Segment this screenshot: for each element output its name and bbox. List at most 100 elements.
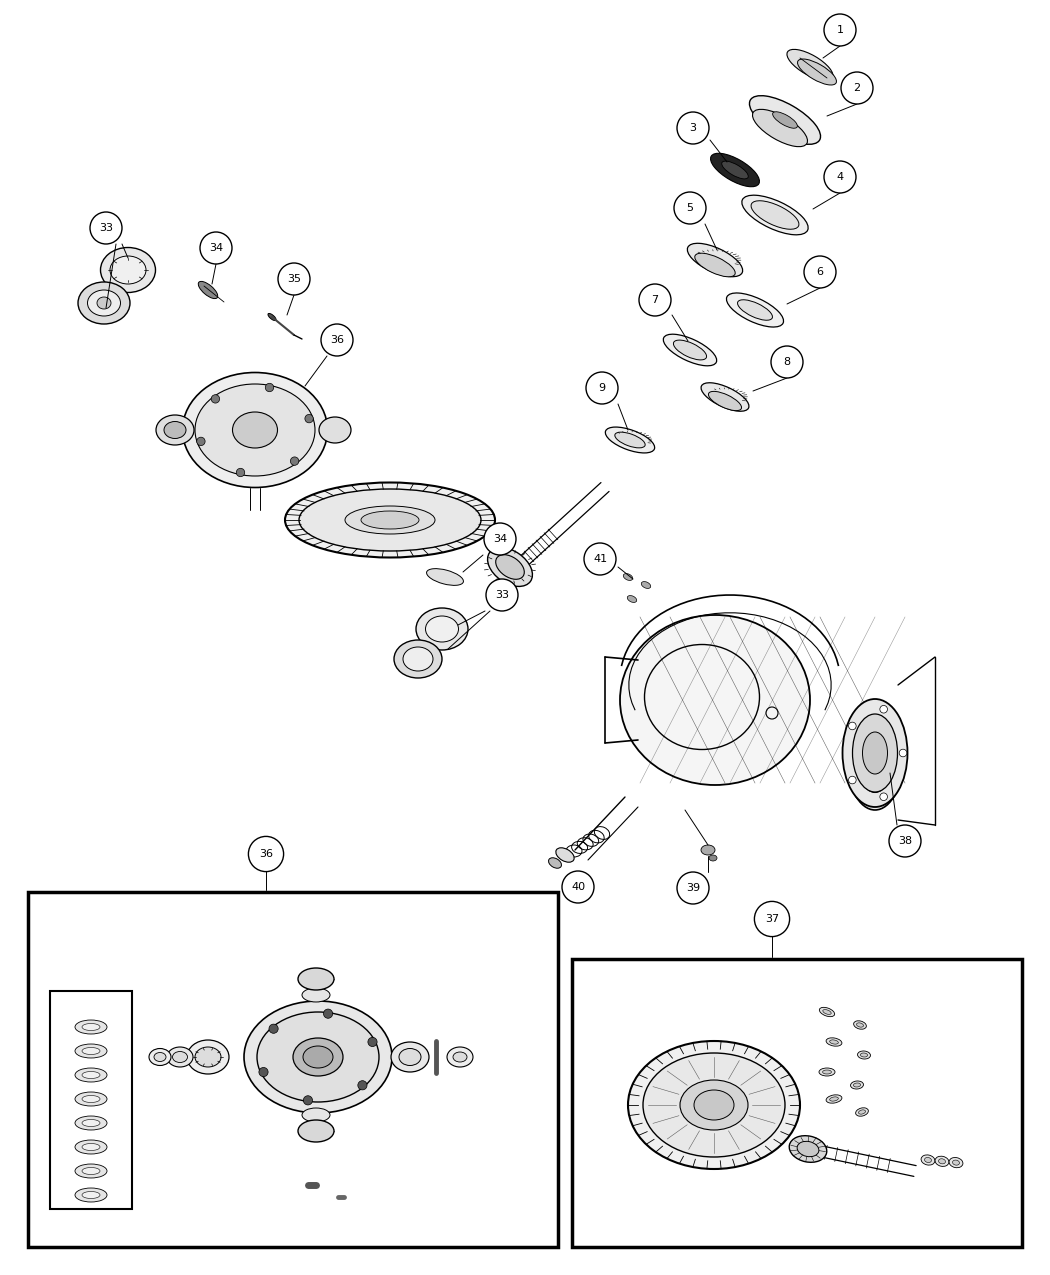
Text: 33: 33 — [99, 223, 113, 233]
Text: 5: 5 — [687, 203, 693, 213]
Circle shape — [848, 722, 856, 729]
Ellipse shape — [822, 1070, 832, 1074]
Ellipse shape — [425, 616, 459, 643]
Circle shape — [358, 1081, 367, 1090]
Ellipse shape — [701, 382, 749, 412]
Text: 37: 37 — [765, 914, 779, 924]
Ellipse shape — [846, 700, 904, 810]
Bar — [50, 991, 132, 1209]
Ellipse shape — [842, 699, 907, 807]
Ellipse shape — [183, 372, 328, 487]
Ellipse shape — [399, 1048, 421, 1066]
Ellipse shape — [195, 384, 315, 476]
Circle shape — [562, 871, 594, 903]
Circle shape — [754, 901, 790, 937]
Circle shape — [824, 161, 856, 193]
Ellipse shape — [453, 1052, 467, 1062]
Text: 34: 34 — [209, 244, 223, 252]
Ellipse shape — [487, 547, 532, 586]
Ellipse shape — [303, 1046, 333, 1068]
Ellipse shape — [78, 282, 130, 324]
Ellipse shape — [688, 244, 742, 277]
Circle shape — [211, 395, 219, 403]
Ellipse shape — [701, 845, 715, 856]
Ellipse shape — [858, 1051, 870, 1060]
Ellipse shape — [82, 1024, 100, 1030]
Text: 41: 41 — [593, 555, 607, 564]
Ellipse shape — [298, 968, 334, 989]
Ellipse shape — [819, 1007, 835, 1016]
Ellipse shape — [426, 569, 463, 585]
Ellipse shape — [548, 858, 562, 868]
Circle shape — [677, 872, 709, 904]
Ellipse shape — [82, 1071, 100, 1079]
Ellipse shape — [97, 297, 111, 309]
Ellipse shape — [555, 848, 574, 862]
Ellipse shape — [82, 1048, 100, 1054]
Text: 6: 6 — [817, 266, 823, 277]
Ellipse shape — [232, 412, 277, 448]
Circle shape — [278, 263, 310, 295]
Ellipse shape — [642, 581, 651, 589]
Ellipse shape — [952, 1160, 960, 1165]
Circle shape — [291, 456, 299, 465]
Bar — [28, 892, 558, 1247]
Ellipse shape — [750, 96, 820, 144]
Circle shape — [259, 1067, 268, 1076]
Ellipse shape — [391, 1042, 429, 1072]
Ellipse shape — [101, 247, 155, 292]
Text: 4: 4 — [837, 172, 843, 182]
Ellipse shape — [345, 506, 435, 534]
Ellipse shape — [709, 856, 717, 861]
Text: 2: 2 — [854, 83, 861, 93]
Circle shape — [584, 543, 616, 575]
Circle shape — [848, 776, 856, 784]
Ellipse shape — [853, 714, 898, 792]
Ellipse shape — [856, 718, 894, 793]
Circle shape — [236, 468, 245, 477]
Text: 34: 34 — [492, 534, 507, 544]
Ellipse shape — [257, 1012, 379, 1102]
Ellipse shape — [721, 161, 749, 179]
Ellipse shape — [742, 195, 808, 235]
Ellipse shape — [606, 427, 654, 453]
Text: 33: 33 — [495, 590, 509, 601]
Ellipse shape — [82, 1168, 100, 1174]
Circle shape — [196, 437, 205, 445]
Circle shape — [824, 14, 856, 46]
Text: 9: 9 — [598, 382, 606, 393]
Ellipse shape — [75, 1188, 107, 1202]
Ellipse shape — [195, 1047, 220, 1067]
Circle shape — [266, 384, 274, 391]
Ellipse shape — [447, 1047, 473, 1067]
Ellipse shape — [823, 1010, 832, 1015]
Ellipse shape — [830, 1040, 838, 1044]
Ellipse shape — [82, 1095, 100, 1103]
Circle shape — [677, 112, 709, 144]
Ellipse shape — [82, 1119, 100, 1127]
Ellipse shape — [737, 300, 773, 320]
Ellipse shape — [751, 200, 799, 230]
Ellipse shape — [149, 1048, 171, 1066]
Ellipse shape — [620, 615, 810, 785]
Ellipse shape — [110, 256, 146, 284]
Circle shape — [639, 284, 671, 316]
Ellipse shape — [156, 414, 194, 445]
Ellipse shape — [753, 110, 807, 147]
Ellipse shape — [819, 1068, 835, 1076]
Ellipse shape — [664, 334, 717, 366]
Ellipse shape — [921, 1155, 934, 1165]
Ellipse shape — [75, 1116, 107, 1130]
Ellipse shape — [624, 574, 633, 580]
Ellipse shape — [154, 1052, 166, 1062]
Ellipse shape — [856, 1108, 868, 1116]
Ellipse shape — [244, 1001, 392, 1113]
Ellipse shape — [786, 50, 833, 80]
Ellipse shape — [361, 511, 419, 529]
Ellipse shape — [302, 1108, 330, 1122]
Text: 35: 35 — [287, 274, 301, 284]
Circle shape — [484, 523, 516, 555]
Circle shape — [674, 193, 706, 224]
Ellipse shape — [75, 1140, 107, 1154]
Circle shape — [269, 1024, 278, 1033]
